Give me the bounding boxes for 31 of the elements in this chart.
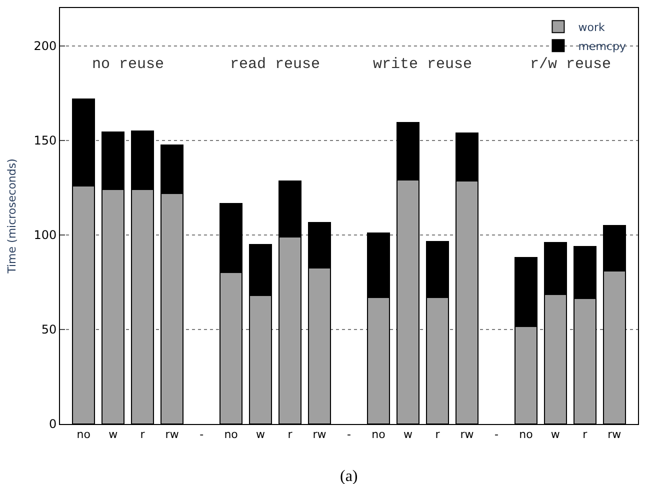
- x-tick-label: no: [519, 428, 534, 442]
- x-tick-label: rw: [312, 428, 326, 442]
- x-tick-label: -: [347, 428, 352, 442]
- x-tick-label: no: [224, 428, 238, 442]
- x-tick-label: no: [76, 428, 91, 442]
- x-tick-label: r: [140, 428, 146, 442]
- x-tick-label: rw: [460, 428, 474, 442]
- x-tick-label: -: [200, 428, 204, 442]
- x-tick-label: w: [108, 428, 118, 442]
- x-tick-label: rw: [165, 428, 179, 442]
- x-tick-label: w: [403, 428, 412, 442]
- x-tick-label: rw: [608, 428, 622, 442]
- y-tick-label: 150: [34, 134, 57, 148]
- x-tick-label: no: [372, 428, 386, 442]
- x-tick-label: w: [256, 428, 266, 442]
- y-tick-label: 50: [41, 322, 57, 337]
- annotation: read reuse: [230, 56, 320, 73]
- x-tick-label: r: [582, 428, 588, 442]
- x-tick-label: -: [494, 428, 498, 442]
- legend-label: work: [578, 20, 606, 34]
- y-tick-label: 0: [48, 417, 57, 432]
- annotation: r/w reuse: [530, 56, 612, 73]
- annotation: no reuse: [92, 56, 164, 73]
- y-axis-title: Time (microseconds): [5, 158, 18, 274]
- x-tick-label: w: [550, 428, 560, 442]
- x-tick-label: r: [288, 428, 293, 442]
- y-tick-label: 200: [34, 39, 57, 54]
- y-tick-label: 100: [34, 228, 57, 242]
- annotation: write reuse: [373, 56, 472, 73]
- legend-label: memcpy: [578, 40, 626, 53]
- x-tick-label: r: [435, 428, 440, 442]
